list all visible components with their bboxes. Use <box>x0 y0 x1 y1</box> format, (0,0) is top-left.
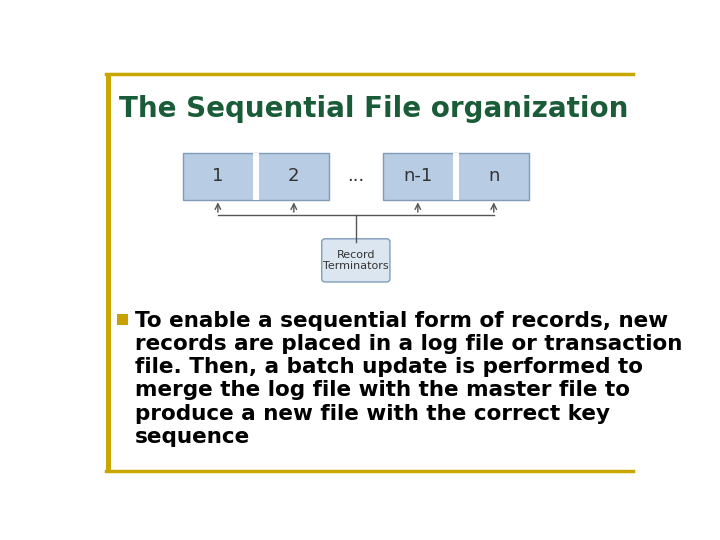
Bar <box>117 314 128 325</box>
Text: produce a new file with the correct key: produce a new file with the correct key <box>135 403 610 423</box>
Bar <box>183 153 329 200</box>
Bar <box>383 153 528 200</box>
Text: records are placed in a log file or transaction: records are placed in a log file or tran… <box>135 334 683 354</box>
Text: file. Then, a batch update is performed to: file. Then, a batch update is performed … <box>135 357 643 377</box>
Text: To enable a sequential form of records, new: To enable a sequential form of records, … <box>135 311 668 331</box>
Text: n-1: n-1 <box>403 167 433 185</box>
Text: merge the log file with the master file to: merge the log file with the master file … <box>135 381 630 401</box>
Text: sequence: sequence <box>135 427 251 447</box>
Text: 1: 1 <box>212 167 224 185</box>
Text: 2: 2 <box>288 167 300 185</box>
FancyBboxPatch shape <box>322 239 390 282</box>
Text: ...: ... <box>347 167 364 185</box>
Text: Record
Terminators: Record Terminators <box>323 249 389 271</box>
Bar <box>106 74 111 471</box>
Bar <box>253 153 259 200</box>
Bar <box>453 153 459 200</box>
Text: The Sequential File organization: The Sequential File organization <box>120 96 629 124</box>
Text: n: n <box>488 167 500 185</box>
